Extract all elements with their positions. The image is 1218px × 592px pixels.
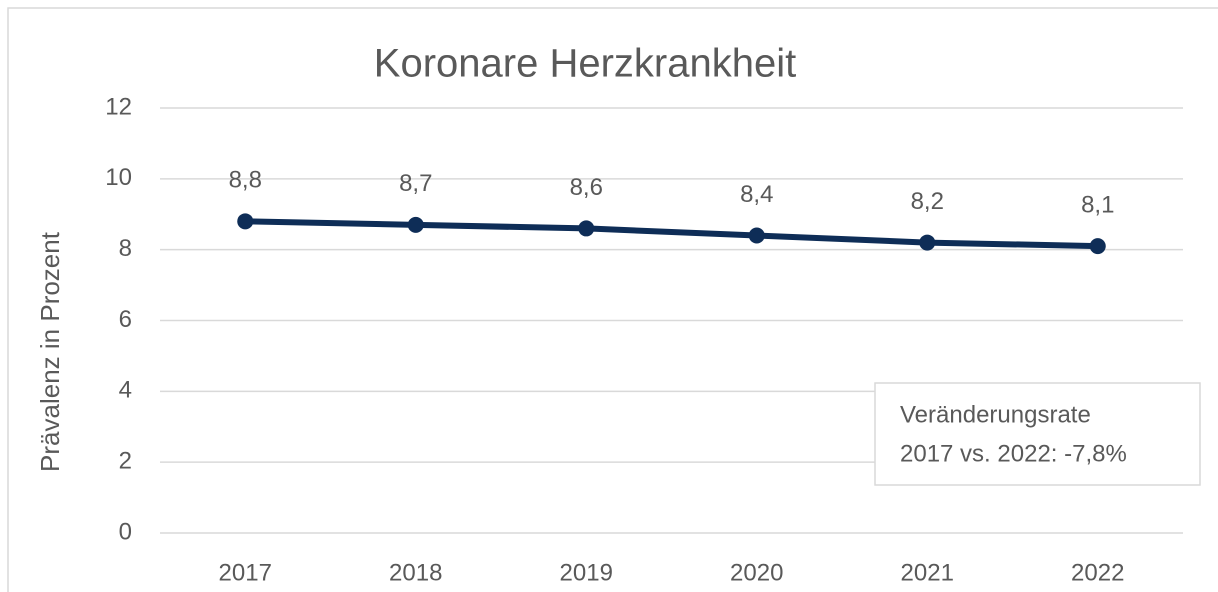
chart-border bbox=[7, 7, 1218, 592]
data-point bbox=[407, 216, 424, 233]
data-label: 8,7 bbox=[399, 170, 432, 197]
y-tick-label: 8 bbox=[119, 235, 132, 262]
x-tick-label: 2017 bbox=[219, 559, 272, 586]
y-tick-label: 4 bbox=[119, 377, 132, 404]
data-label: 8,8 bbox=[229, 167, 262, 194]
data-point bbox=[237, 213, 254, 230]
data-point bbox=[919, 234, 936, 251]
data-point bbox=[748, 227, 765, 244]
x-tick-label: 2018 bbox=[389, 559, 442, 586]
chart-title: Koronare Herzkrankheit bbox=[374, 42, 796, 86]
y-tick-label: 12 bbox=[105, 93, 132, 120]
data-label: 8,2 bbox=[911, 188, 944, 215]
annotation-line: 2017 vs. 2022: -7,8% bbox=[900, 440, 1127, 467]
data-line bbox=[245, 218, 1098, 250]
annotation-line: Veränderungsrate bbox=[900, 401, 1091, 428]
y-tick-label: 10 bbox=[105, 164, 132, 191]
data-point bbox=[1089, 238, 1106, 255]
y-axis-label: Prävalenz in Prozent bbox=[35, 231, 65, 472]
data-point bbox=[578, 220, 595, 237]
y-tick-label: 0 bbox=[119, 518, 132, 545]
annotation-box bbox=[874, 382, 1201, 486]
x-tick-label: 2019 bbox=[560, 559, 613, 586]
data-label: 8,1 bbox=[1081, 191, 1114, 218]
x-tick-label: 2020 bbox=[730, 559, 783, 586]
data-label: 8,6 bbox=[570, 174, 603, 201]
y-tick-label: 2 bbox=[119, 448, 132, 475]
y-tick-label: 6 bbox=[119, 306, 132, 333]
data-label: 8,4 bbox=[740, 181, 773, 208]
x-tick-label: 2021 bbox=[901, 559, 954, 586]
x-tick-label: 2022 bbox=[1071, 559, 1124, 586]
